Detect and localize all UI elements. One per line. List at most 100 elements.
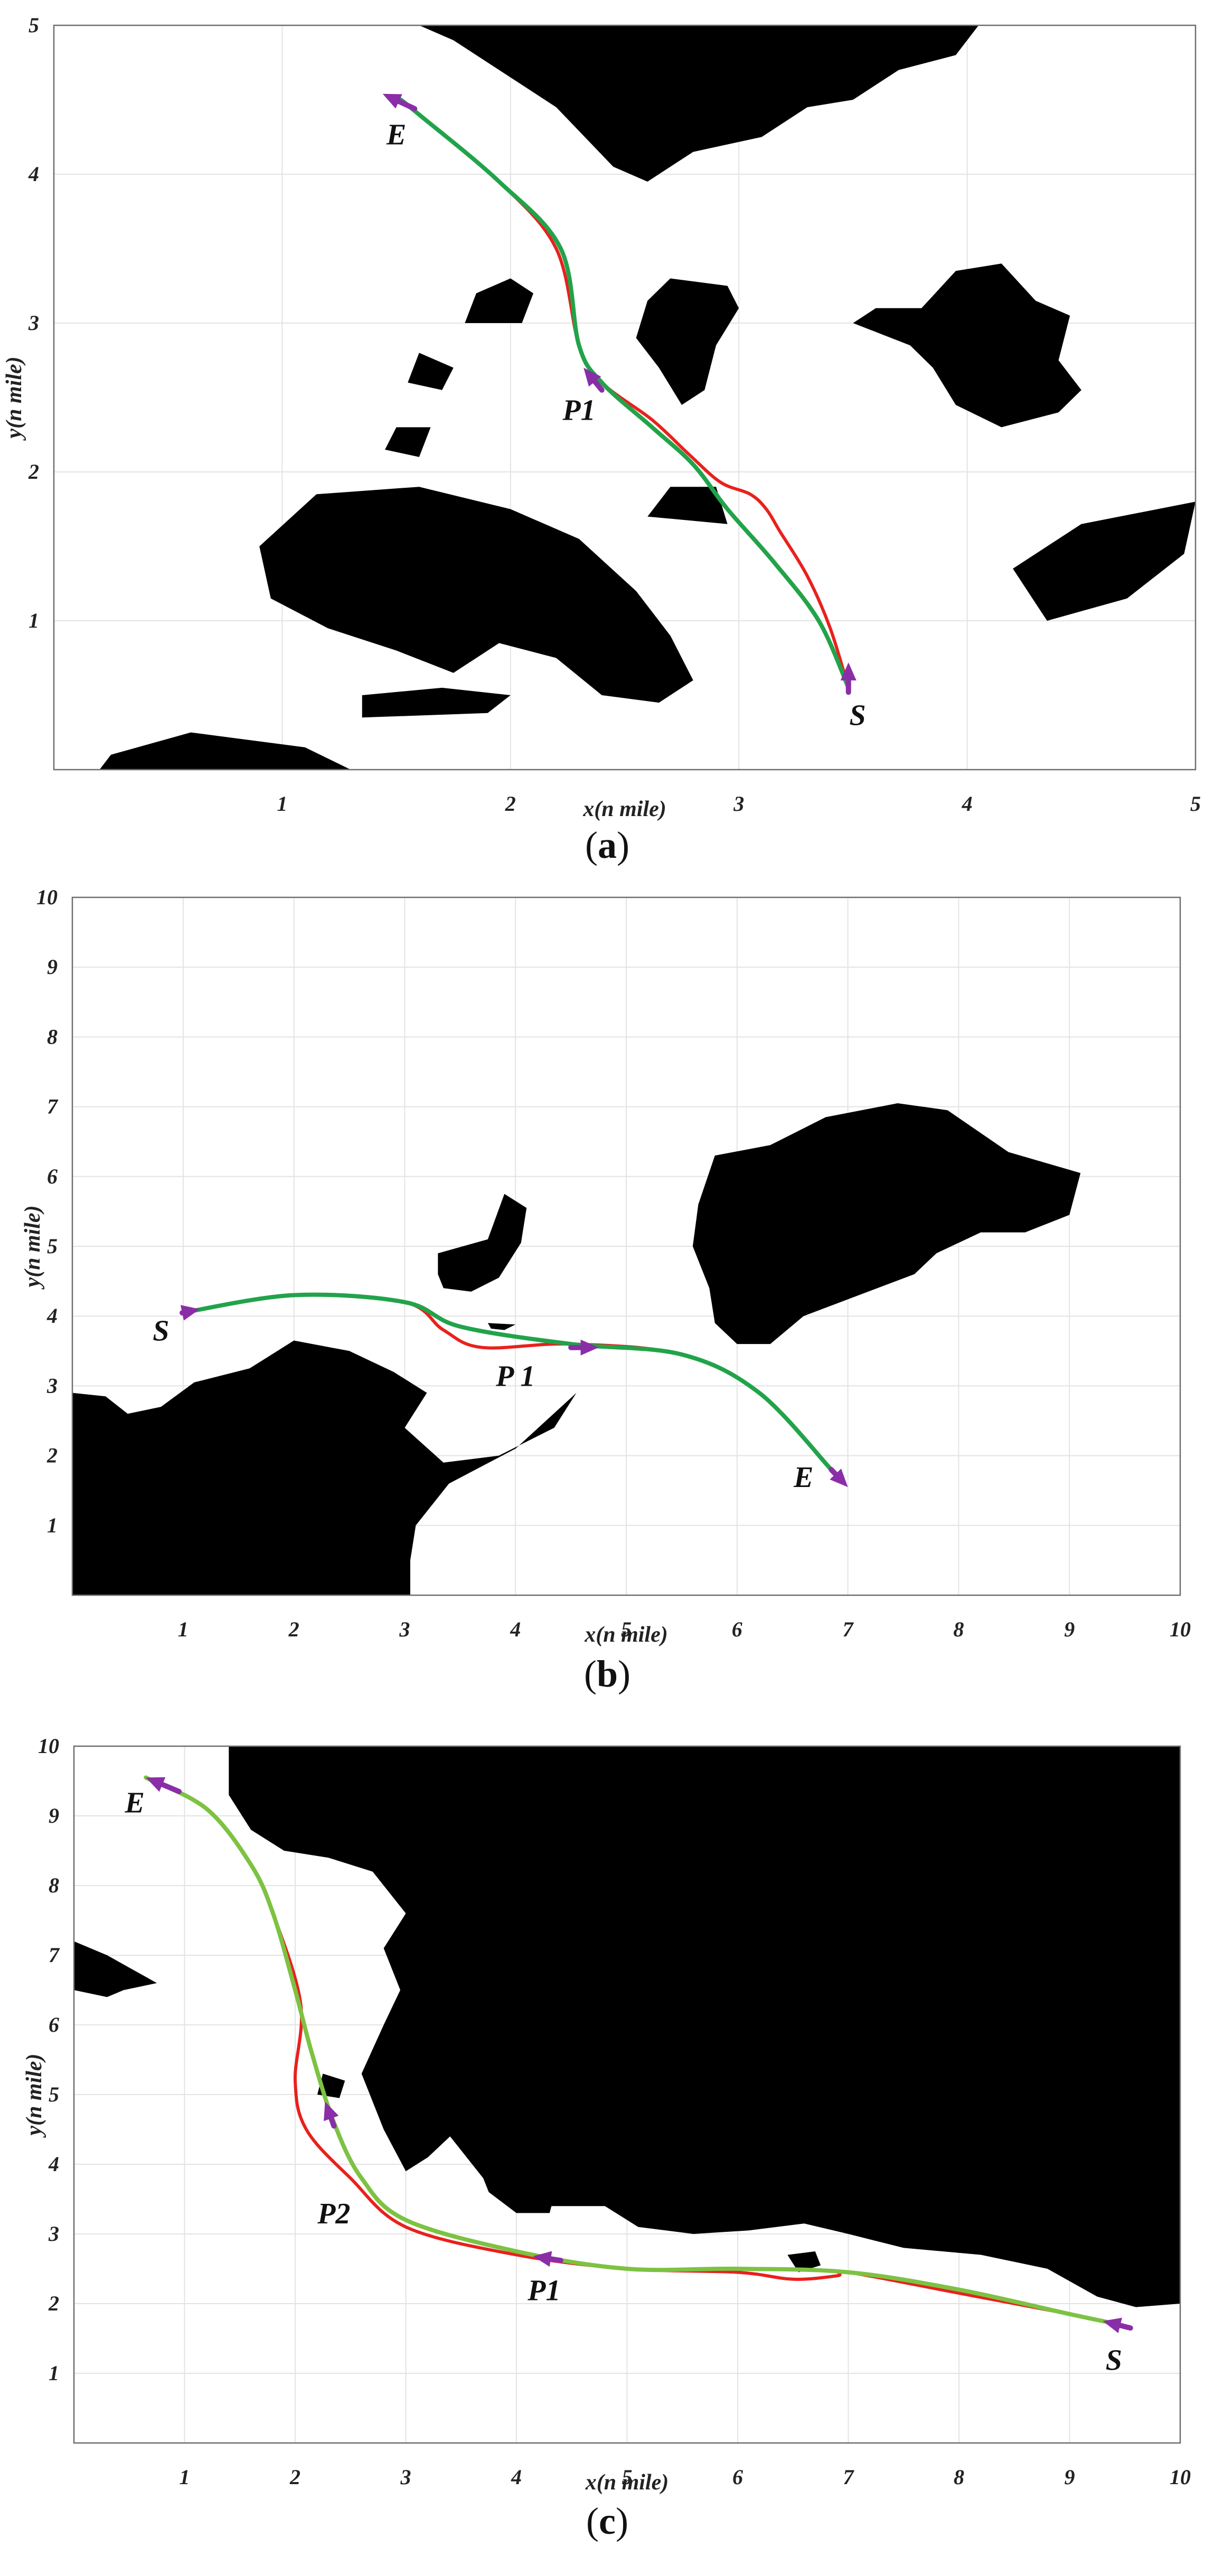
x-tick-label: 9 <box>1064 1617 1075 1641</box>
x-tick-label: 10 <box>1170 1617 1191 1641</box>
panel-a: S E P1 1 2 3 4 5 1 2 3 4 5 x(n mile) y(n mile) (a) <box>2 13 1201 866</box>
direction-arrow <box>829 1467 848 1488</box>
direction-arrow <box>146 1777 182 1794</box>
y-tick-label: 6 <box>49 2013 59 2037</box>
y-tick-label: 8 <box>49 1873 59 1897</box>
land-mass <box>787 2251 821 2272</box>
x-tick-label: 1 <box>180 2465 190 2489</box>
y-tick-label: 8 <box>47 1025 58 1048</box>
land-mass <box>99 732 351 770</box>
y-tick-label: 7 <box>49 1943 60 1967</box>
axes-frame <box>73 1745 1181 2444</box>
x-tick-label: 3 <box>733 792 744 816</box>
x-tick-label: 6 <box>732 2465 743 2489</box>
annotation-p1: P1 <box>562 394 595 427</box>
x-axis-label: x(n mile) <box>585 2470 669 2495</box>
x-tick-label: 9 <box>1065 2465 1075 2489</box>
land-mass <box>74 1941 157 1997</box>
land-masses <box>72 1103 1081 1595</box>
direction-arrow <box>382 93 418 111</box>
y-tick-label: 2 <box>48 2291 59 2315</box>
y-tick-label: 2 <box>46 1444 58 1467</box>
y-tick-label: 5 <box>49 2082 59 2106</box>
y-tick-label: 1 <box>47 1513 58 1537</box>
axes-frame <box>71 896 1181 1596</box>
y-axis-label: y(n mile) <box>22 2053 46 2138</box>
x-tick-label: 3 <box>400 2465 411 2489</box>
land-mass <box>72 1340 577 1595</box>
land-mass <box>647 487 728 524</box>
annotation-e: E <box>125 1786 145 1819</box>
x-axis-label: x(n mile) <box>584 1623 667 1647</box>
land-mass <box>408 353 454 390</box>
y-axis-label: y(n mile) <box>21 1205 45 1290</box>
land-mass <box>362 687 511 718</box>
y-tick-label: 3 <box>46 1374 58 1397</box>
x-tick-label: 1 <box>277 792 287 816</box>
y-tick-label: 5 <box>29 13 39 37</box>
annotation-e: E <box>386 119 406 151</box>
x-tick-label: 2 <box>288 1617 299 1641</box>
x-tick-label: 1 <box>178 1617 189 1641</box>
land-mass <box>692 1103 1081 1344</box>
x-tick-label: 2 <box>505 792 516 816</box>
direction-arrow <box>584 367 605 393</box>
land-mass <box>487 1323 516 1330</box>
y-tick-label: 3 <box>28 311 39 335</box>
axes-frame <box>53 24 1197 771</box>
y-tick-label: 1 <box>29 609 39 632</box>
x-tick-label: 4 <box>511 2465 522 2489</box>
y-tick-label: 1 <box>49 2361 59 2385</box>
land-mass <box>438 1194 527 1292</box>
panel-caption: (c) <box>586 2500 628 2542</box>
x-tick-label: 2 <box>289 2465 300 2489</box>
y-tick-label: 2 <box>28 460 39 484</box>
land-mass <box>229 1746 1180 2307</box>
y-tick-label: 9 <box>49 1804 59 1827</box>
land-mass <box>465 278 533 323</box>
panel-b: S P 1 E 1 2 3 4 5 6 7 8 9 10 1 2 3 4 5 6 7 8 9 10 x(n mile) y(n … <box>21 885 1191 1695</box>
annotation-p1: P 1 <box>495 1360 535 1393</box>
panel-c: S E P1 P2 1 2 3 4 5 6 7 8 9 10 1 2 3 4 5 6 7 8 9 10 x(n mile) y(n… <box>22 1734 1191 2542</box>
direction-arrow <box>324 2101 339 2129</box>
annotation-s: S <box>153 1314 169 1347</box>
land-mass <box>472 2143 561 2213</box>
panel-caption: (b) <box>584 1653 630 1695</box>
x-axis-label: x(n mile) <box>582 797 666 821</box>
x-tick-label: 7 <box>843 2465 855 2489</box>
x-tick-label: 4 <box>510 1617 521 1641</box>
direction-arrow <box>568 1339 599 1356</box>
y-tick-label: 4 <box>48 2152 59 2176</box>
y-tick-label: 10 <box>36 885 58 909</box>
land-mass <box>1080 2101 1180 2213</box>
land-mass <box>636 278 739 405</box>
x-tick-label: 6 <box>732 1617 742 1641</box>
y-tick-label: 4 <box>46 1304 58 1328</box>
land-mass <box>1013 501 1196 621</box>
x-tick-label: 8 <box>954 2465 964 2489</box>
green-trajectory-line <box>181 1292 834 1472</box>
land-mass <box>259 487 693 703</box>
y-tick-label: 9 <box>47 955 58 979</box>
green-trajectory-line <box>144 1775 1122 2327</box>
annotation-p1: P1 <box>527 2274 560 2307</box>
land-masses <box>99 25 1196 770</box>
y-tick-label: 4 <box>28 162 39 186</box>
y-tick-label: 7 <box>47 1095 59 1119</box>
direction-arrow <box>533 2251 563 2267</box>
land-mass <box>419 25 979 182</box>
x-tick-label: 5 <box>622 2465 633 2489</box>
land-mass <box>853 263 1081 428</box>
y-tick-label: 3 <box>48 2222 59 2246</box>
y-tick-label: 6 <box>47 1164 58 1188</box>
direction-arrow <box>179 1305 200 1321</box>
direction-arrow <box>840 662 857 695</box>
annotation-p2: P2 <box>317 2198 350 2230</box>
y-tick-label: 10 <box>38 1734 59 1758</box>
annotation-s: S <box>849 699 865 732</box>
green-trajectory-line <box>399 98 851 690</box>
annotation-e: E <box>793 1461 813 1494</box>
annotation-s: S <box>1106 2344 1122 2376</box>
direction-arrow <box>1103 2317 1133 2333</box>
